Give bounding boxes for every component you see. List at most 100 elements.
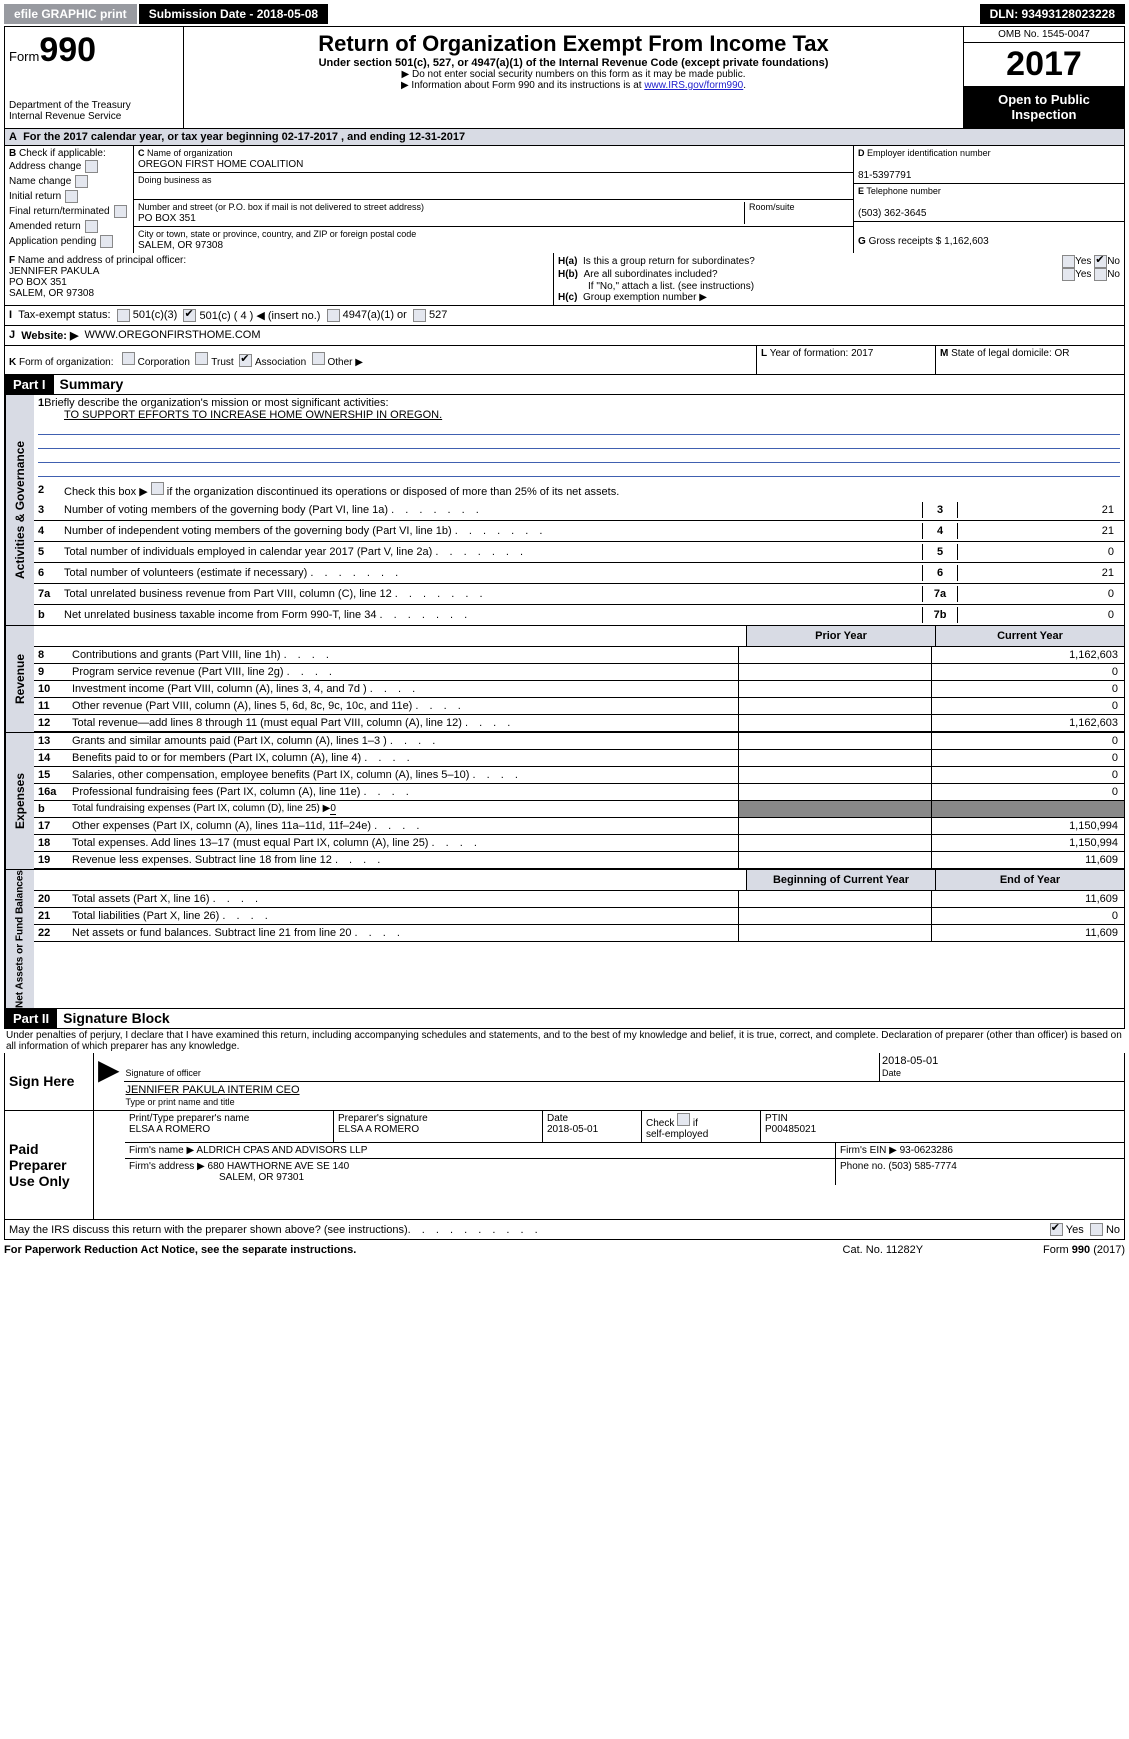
k-trust-check[interactable] <box>195 352 208 365</box>
firm-phone: (503) 585-7774 <box>888 1161 956 1172</box>
hb-no-check[interactable] <box>1094 268 1107 281</box>
gross-value: 1,162,603 <box>944 236 989 247</box>
pra-notice: For Paperwork Reduction Act Notice, see … <box>4 1244 356 1256</box>
ha-no-check[interactable] <box>1094 255 1107 268</box>
website-value: WWW.OREGONFIRSTHOME.COM <box>85 329 261 342</box>
dba-label: Doing business as <box>138 175 212 185</box>
self-employed-check[interactable] <box>677 1113 690 1126</box>
i-501c-check[interactable] <box>183 309 196 322</box>
website-label: Website: ▶ <box>21 329 78 342</box>
tax-year-range: For the 2017 calendar year, or tax year … <box>23 131 465 143</box>
hb-yes-check[interactable] <box>1062 268 1075 281</box>
k-other-check[interactable] <box>312 352 325 365</box>
officer-name: JENNIFER PAKULA <box>9 266 99 277</box>
l2-label: Check this box ▶ if the organization dis… <box>64 486 619 498</box>
prep-sig-label: Preparer's signature <box>338 1113 428 1124</box>
year-formation-label: Year of formation: <box>770 348 849 359</box>
firm-ein: 93-0623286 <box>900 1145 953 1156</box>
ha-yes-check[interactable] <box>1062 255 1075 268</box>
part1-title: Summary <box>54 374 130 394</box>
room-label: Room/suite <box>749 202 795 212</box>
prep-sig: ELSA A ROMERO <box>338 1124 419 1135</box>
phone-label: Telephone number <box>866 186 941 196</box>
sig-date-label: Date <box>882 1068 901 1078</box>
tax-year: 2017 <box>964 43 1124 86</box>
firm-ein-label: Firm's EIN ▶ <box>840 1145 897 1156</box>
k-assoc-check[interactable] <box>239 354 252 367</box>
part1-bar: Part I <box>5 375 54 394</box>
year-formation: 2017 <box>851 348 873 359</box>
side-activities: Activities & Governance <box>5 395 34 625</box>
dln: DLN: 93493128023228 <box>980 4 1125 24</box>
row-j: J Website: ▶ WWW.OREGONFIRSTHOME.COM <box>4 326 1125 346</box>
no-label2: No <box>1107 269 1120 280</box>
form-label: Form <box>9 49 39 64</box>
irs-link[interactable]: www.IRS.gov/form990 <box>644 80 743 91</box>
city-label: City or town, state or province, country… <box>138 229 416 239</box>
prep-name-label: Print/Type preparer's name <box>129 1113 249 1124</box>
discuss-no-check[interactable] <box>1090 1223 1103 1236</box>
b-check[interactable] <box>100 235 113 248</box>
k-trust: Trust <box>211 357 233 368</box>
discuss-yes: Yes <box>1066 1224 1084 1236</box>
state-domicile: OR <box>1055 348 1070 359</box>
hb-note: If "No," attach a list. (see instruction… <box>558 281 1120 292</box>
self-employed-label: self-employed <box>646 1129 708 1140</box>
state-domicile-label: State of legal domicile: <box>951 348 1052 359</box>
officer-label: Name and address of principal officer: <box>18 255 186 266</box>
no-label: No <box>1107 256 1120 267</box>
top-bar: efile GRAPHIC print Submission Date - 20… <box>4 4 1125 24</box>
addr-label: Number and street (or P.O. box if mail i… <box>138 202 424 212</box>
firm-name-label: Firm's name ▶ <box>129 1145 194 1156</box>
form-header: Form990 Department of the Treasury Inter… <box>4 26 1125 129</box>
b-item-label: Address change <box>9 161 81 172</box>
phone-value: (503) 362-3645 <box>858 208 926 219</box>
b-item-label: Amended return <box>9 221 81 232</box>
side-net-assets: Net Assets or Fund Balances <box>5 870 34 1008</box>
officer-addr: PO BOX 351 <box>9 277 67 288</box>
k-corp-check[interactable] <box>122 352 135 365</box>
b-check[interactable] <box>85 160 98 173</box>
ein-value: 81-5397791 <box>858 170 911 181</box>
row-f-h: F Name and address of principal officer:… <box>4 253 1125 306</box>
b-item-label: Initial return <box>9 191 61 202</box>
k-other: Other ▶ <box>328 357 363 368</box>
sign-here-label: Sign Here <box>5 1053 94 1110</box>
yes-label: Yes <box>1075 256 1091 267</box>
form-title: Return of Organization Exempt From Incom… <box>188 31 959 57</box>
mission-text: TO SUPPORT EFFORTS TO INCREASE HOME OWNE… <box>38 409 442 421</box>
tax-status-label: Tax-exempt status: <box>18 309 110 322</box>
b-item-label: Application pending <box>9 236 96 247</box>
b-check[interactable] <box>75 175 88 188</box>
dept-treasury: Department of the Treasury <box>9 100 179 111</box>
form-note-info: ▶ Information about Form 990 and its ins… <box>401 80 644 91</box>
side-revenue: Revenue <box>5 626 34 732</box>
arrow-icon: ▶ <box>94 1053 124 1110</box>
efile-print-btn[interactable]: efile GRAPHIC print <box>4 4 137 24</box>
ha-label: Is this a group return for subordinates? <box>583 256 1062 267</box>
omb-number: OMB No. 1545-0047 <box>964 27 1124 43</box>
b-check[interactable] <box>85 220 98 233</box>
l2-check[interactable] <box>151 482 164 495</box>
irs-discuss-text: May the IRS discuss this return with the… <box>9 1224 408 1236</box>
sig-date: 2018-05-01 <box>882 1055 938 1067</box>
form-ref: Form 990 (2017) <box>1043 1244 1125 1256</box>
i-527-check[interactable] <box>413 309 426 322</box>
i-501c: 501(c) ( 4 ) ◀ (insert no.) <box>200 309 321 322</box>
sig-name: JENNIFER PAKULA INTERIM CEO <box>126 1084 300 1096</box>
b-item-label: Name change <box>9 176 71 187</box>
form-subtitle: Under section 501(c), 527, or 4947(a)(1)… <box>188 57 959 69</box>
form-note-ssn: ▶ Do not enter social security numbers o… <box>188 69 959 80</box>
side-expenses: Expenses <box>5 733 34 869</box>
org-address: PO BOX 351 <box>138 213 196 224</box>
l1-label: Briefly describe the organization's miss… <box>44 397 388 409</box>
section-b-to-g: B Check if applicable: Address changeNam… <box>4 146 1125 253</box>
discuss-yes-check[interactable] <box>1050 1223 1063 1236</box>
b-check[interactable] <box>114 205 127 218</box>
i-4947-check[interactable] <box>327 309 340 322</box>
i-501c3-check[interactable] <box>117 309 130 322</box>
penalties-text: Under penalties of perjury, I declare th… <box>4 1029 1125 1053</box>
i-527: 527 <box>429 309 447 322</box>
firm-addr: 680 HAWTHORNE AVE SE 140 <box>208 1161 350 1172</box>
b-check[interactable] <box>65 190 78 203</box>
